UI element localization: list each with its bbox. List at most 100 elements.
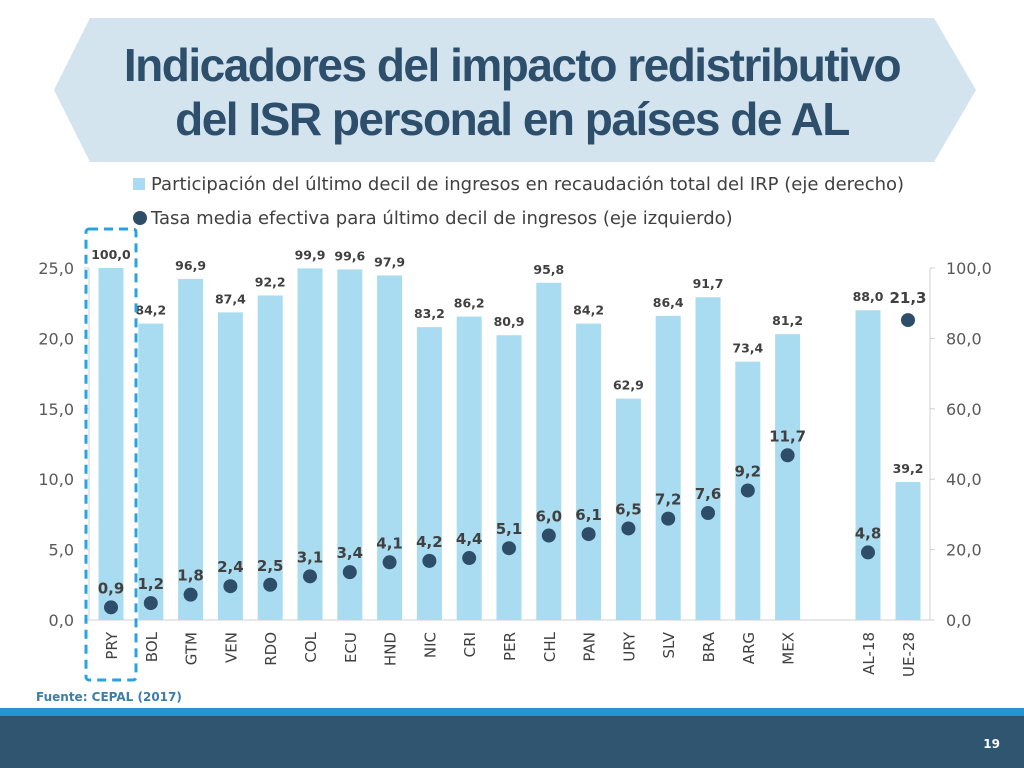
dot-value-label: 6,0 [536,508,563,526]
legend-dot-marker [133,211,147,225]
bar-value-label: 99,6 [334,248,365,263]
category-label: CRI [461,632,479,657]
dot-point [462,551,477,566]
dot-point [502,541,516,556]
left-tick-label: 25,0 [38,259,74,278]
category-label: SLV [660,631,678,658]
footer-stripe [0,708,1024,716]
category-label: AL-18 [860,632,878,675]
category-label: URY [620,631,638,661]
bar [217,312,243,620]
right-tick-label: 20,0 [946,541,982,560]
dot-value-label: 4,2 [416,533,443,551]
right-tick-label: 60,0 [946,400,982,419]
dot-point [780,448,795,463]
bar [615,398,641,620]
left-tick-label: 5,0 [49,541,74,560]
bar-value-label: 100,0 [91,247,131,262]
bar-value-label: 87,4 [215,291,246,306]
bar-value-label: 99,9 [295,247,326,262]
dot-point [740,483,755,498]
bar-value-label: 95,8 [533,262,564,277]
title-banner [54,18,976,162]
chart: 0,0 5,0 10,0 15,0 20,0 25,0 0,0 20,0 40,0 60,0 80… [38,227,992,682]
bar-value-labels: 100,0 84,2 96,9 87,4 92,2 99,9 99,6 97,9 83,2 86,… [91,247,923,476]
category-label: HND [382,632,400,666]
category-label: GTM [183,632,201,665]
dot-value-label: 4,4 [456,530,483,548]
dot-value-label: 11,7 [769,427,806,445]
dot-value-label: 1,8 [177,567,204,585]
bar [257,295,283,620]
dot-value-label: 2,4 [217,558,244,576]
bar-value-label: 91,7 [693,276,724,291]
bar-value-label: 84,2 [135,303,166,318]
bar-value-label: 86,4 [653,295,684,310]
dot-value-label: 7,2 [655,491,682,509]
bar-value-label: 39,2 [893,461,924,476]
dot-point [382,555,397,570]
category-label: PAN [581,632,599,662]
footer-bar [0,716,1024,768]
bar-value-label: 84,2 [573,303,604,318]
dot-point [303,569,317,584]
right-tick-label: 0,0 [946,611,971,630]
dot-point [143,596,158,611]
dot-value-label: 0,9 [98,579,125,597]
right-tick-label: 100,0 [946,259,992,278]
dot-value-label: 2,5 [257,557,284,575]
bar-value-label: 83,2 [414,306,445,321]
dot-point [223,579,238,594]
dot-value-label: 9,2 [735,462,762,480]
dot-point [183,587,198,602]
dot-point [104,600,118,615]
dot-value-label: 7,6 [695,485,722,503]
bar-series [98,268,921,620]
page-title: Indicadores del impacto redistributivo d… [60,38,964,146]
dot-value-label: 4,1 [376,534,403,552]
bar [775,334,801,620]
left-tick-label: 0,0 [49,611,74,630]
dot-point [661,511,676,526]
right-tick-label: 40,0 [946,470,982,489]
dot-point [901,313,915,328]
dot-point [581,527,596,542]
dot-value-label: 3,1 [297,548,324,566]
category-label: BOL [143,631,161,662]
dot-value-label: 3,4 [337,544,364,562]
category-label: PRY [103,631,121,660]
source-note: Fuente: CEPAL (2017) [36,690,182,704]
category-label: MEX [780,632,798,665]
bar-value-label: 96,9 [175,258,206,273]
bar [138,323,164,620]
bar-value-label: 73,4 [732,341,763,356]
legend-item-bars: Participación del último decil de ingres… [133,174,904,195]
dot-point [861,545,875,560]
category-label: BRA [700,631,718,662]
category-label: COL [302,631,320,662]
dot-series [104,313,915,615]
legend-bar-label: Participación del último decil de ingres… [151,174,905,195]
bar [496,335,522,620]
right-tick-label: 80,0 [946,329,982,348]
bar-value-label: 97,9 [374,254,405,269]
bar [297,268,323,620]
bar [416,327,442,620]
dot-point [541,528,556,543]
category-label: ARG [740,632,758,664]
dot-point [342,565,357,580]
bar-value-label: 62,9 [613,378,644,393]
category-label: NIC [421,632,439,658]
dot-value-label: 1,2 [138,575,165,593]
title-line-2: del ISR personal en países de AL [175,93,850,145]
bar-value-label: 92,2 [255,274,286,289]
right-axis-ticks: 0,0 20,0 40,0 60,0 80,0 100,0 [930,259,992,630]
dot-value-label: 6,1 [575,506,602,524]
pry-highlight-box [84,227,138,682]
legend-bar-swatch [133,178,145,190]
left-tick-label: 15,0 [38,400,74,419]
bar-value-label: 86,2 [454,296,485,311]
category-label: CHL [541,631,559,662]
title-line-1: Indicadores del impacto redistributivo [123,39,902,91]
category-labels: PRY BOL GTM VEN RDO COL ECU HND NIC CRI PER CHL PAN U… [103,631,918,677]
